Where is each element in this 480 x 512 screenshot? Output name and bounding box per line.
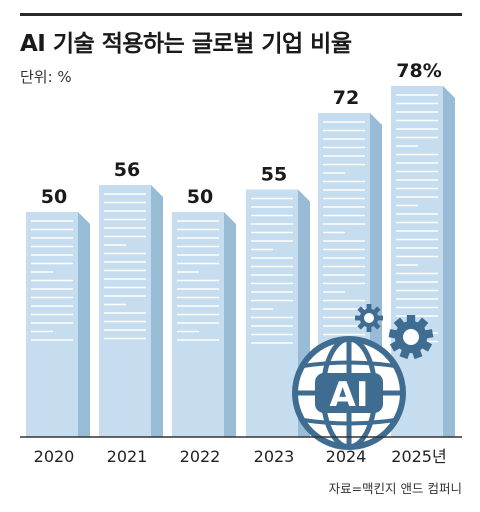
category-label: 2020	[34, 447, 75, 466]
value-label: 78%	[396, 60, 441, 82]
value-label: 56	[114, 159, 140, 181]
gear-icon	[388, 315, 434, 360]
bar-front-face	[172, 212, 224, 437]
bar-2022	[172, 212, 236, 437]
value-label: 72	[333, 87, 359, 109]
category-label: 2024	[326, 447, 367, 466]
bar-front-face	[26, 212, 78, 437]
ai-badge	[315, 373, 383, 413]
value-label: 55	[261, 164, 287, 186]
bar-2020	[26, 212, 90, 437]
source-note: 자료=맥킨지 앤드 컴퍼니	[328, 481, 462, 496]
bar-2021	[99, 185, 163, 437]
category-label: 2023	[254, 447, 295, 466]
category-label: 2021	[107, 447, 148, 466]
ai-globe-illustration: AI	[292, 304, 434, 450]
category-label: 2025년	[391, 447, 446, 466]
bar-side-face	[443, 86, 455, 437]
value-label: 50	[41, 186, 67, 208]
value-label: 50	[187, 186, 213, 208]
bar-side-face	[78, 212, 90, 437]
bar-front-face	[99, 185, 151, 437]
unit-label: 단위: %	[20, 68, 72, 86]
bar-side-face	[151, 185, 163, 437]
globe-icon: AI	[292, 336, 406, 450]
small-gear-icon	[355, 304, 383, 332]
ai-badge-text: AI	[330, 375, 369, 415]
top-rule	[20, 13, 462, 16]
bar-front-face	[246, 189, 298, 437]
category-label: 2022	[180, 447, 221, 466]
chart-title: AI 기술 적용하는 글로벌 기업 비율	[20, 31, 352, 57]
bar-side-face	[224, 212, 236, 437]
